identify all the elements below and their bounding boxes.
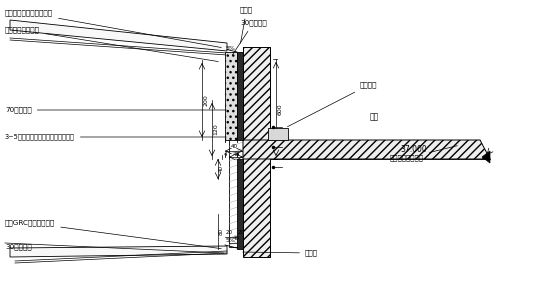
Polygon shape: [10, 246, 227, 257]
Polygon shape: [243, 140, 490, 159]
Text: 岩棉板专用锚固件: 岩棉板专用锚固件: [390, 146, 458, 161]
Polygon shape: [10, 20, 227, 51]
Text: 3~5厚聚苯面层砂浆复合镀锌钢网布: 3~5厚聚苯面层砂浆复合镀锌钢网布: [5, 134, 226, 140]
Text: 40: 40: [232, 237, 240, 242]
Text: 40: 40: [219, 165, 224, 173]
Text: 600: 600: [278, 103, 283, 115]
Text: 卧室: 卧室: [370, 112, 379, 122]
Text: 120: 120: [213, 124, 218, 135]
Text: 80: 80: [219, 228, 224, 235]
Text: 70厚岩棉板: 70厚岩棉板: [5, 107, 226, 113]
Polygon shape: [225, 52, 237, 140]
Polygon shape: [243, 47, 270, 257]
Text: 窗附框: 窗附框: [240, 7, 253, 43]
Bar: [237, 159, 243, 249]
Polygon shape: [268, 128, 288, 140]
Text: 30厚聚苯板: 30厚聚苯板: [232, 20, 267, 55]
Text: 5%: 5%: [226, 238, 236, 243]
Text: 20: 20: [238, 230, 245, 235]
Text: 40: 40: [232, 152, 240, 157]
Text: 40: 40: [231, 145, 237, 150]
Text: 窗附框: 窗附框: [243, 250, 318, 256]
Text: 面砖窗台: 面砖窗台: [287, 82, 377, 127]
Text: 装饰檐线轻钢支架: 装饰檐线轻钢支架: [5, 27, 218, 62]
Text: 4: 4: [224, 153, 227, 158]
Text: 37.000: 37.000: [400, 145, 427, 153]
Bar: [237, 52, 243, 140]
Text: 200: 200: [203, 94, 208, 106]
Polygon shape: [482, 151, 490, 163]
Text: 4: 4: [236, 153, 239, 158]
Polygon shape: [229, 55, 243, 247]
Text: 成品GRC外墙装饰檐线: 成品GRC外墙装饰檐线: [5, 220, 221, 249]
Text: 20: 20: [226, 230, 233, 235]
Text: 30厚聚苯板: 30厚聚苯板: [5, 243, 32, 250]
Text: 5%: 5%: [226, 47, 236, 52]
Text: 成品聚苯板外墙装饰檐线: 成品聚苯板外墙装饰檐线: [5, 10, 221, 47]
